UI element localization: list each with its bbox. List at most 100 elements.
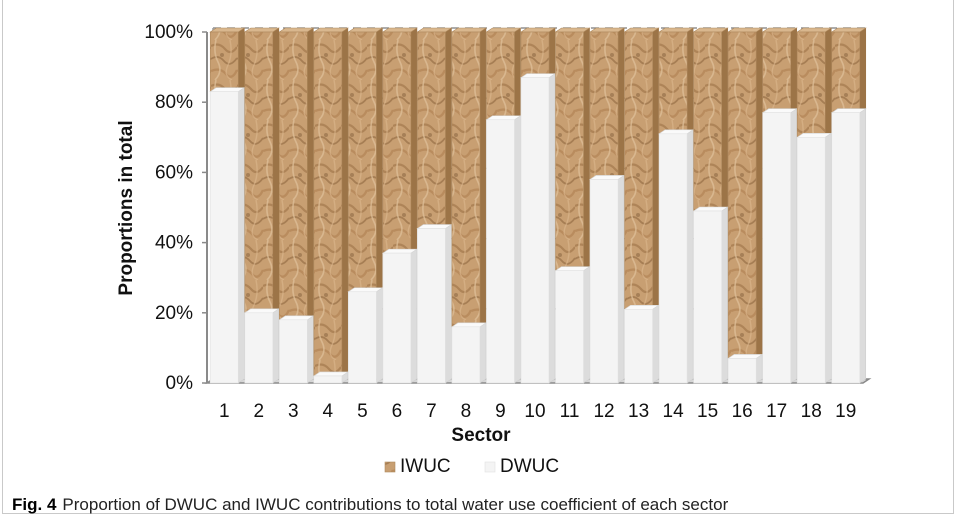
bar-dwuc	[486, 119, 515, 384]
bar-group-sector-16	[727, 27, 764, 384]
bar-iwuc-side	[514, 27, 521, 121]
bar-group-sector-3	[278, 27, 315, 384]
bar-group-sector-7	[416, 27, 453, 384]
x-axis-label: Sector	[451, 425, 511, 446]
figure-caption: Fig. 4 Proportion of DWUC and IWUC contri…	[12, 495, 728, 515]
bar-dwuc	[624, 308, 653, 384]
bar-iwuc	[555, 31, 584, 271]
bar-iwuc-top	[830, 27, 867, 33]
bar-dwuc-side	[721, 206, 728, 384]
bar-iwuc	[279, 31, 308, 321]
bar-iwuc-side	[307, 27, 314, 321]
y-tick-label: 80%	[155, 92, 193, 113]
bar-dwuc-side	[514, 115, 521, 384]
x-tick-label: 10	[524, 401, 545, 422]
bar-dwuc-side	[824, 132, 832, 384]
y-tick-label: 20%	[155, 303, 193, 324]
bar-iwuc-top	[520, 27, 556, 33]
bar-iwuc-side	[410, 27, 418, 254]
bar-group-sector-6	[381, 27, 418, 384]
caption-figure-label: Fig. 4	[12, 495, 57, 514]
bar-group-sector-5	[347, 27, 384, 384]
bar-dwuc-top	[658, 129, 695, 135]
bar-dwuc-side	[445, 223, 452, 384]
bar-dwuc	[348, 291, 377, 384]
bar-iwuc	[313, 31, 343, 377]
bar-iwuc	[727, 31, 757, 359]
bar-dwuc-top	[796, 133, 833, 138]
bar-dwuc-side	[755, 353, 763, 384]
bar-iwuc-top	[312, 27, 349, 33]
legend-swatch-dwuc	[484, 461, 496, 473]
bar-iwuc	[486, 31, 515, 121]
bar-iwuc-side	[721, 27, 728, 212]
bar-dwuc-top	[278, 315, 315, 321]
bar-dwuc	[520, 77, 550, 384]
bar-group-sector-8	[450, 27, 487, 384]
bar-iwuc	[762, 31, 791, 114]
figure-frame: 0% 20% 40% 60% 80% 100% 1 2 3 4 5 6 7 8 9 10 11 12 13 14 15…	[2, 0, 954, 514]
x-tick-label: 2	[254, 401, 265, 422]
bar-iwuc-side	[790, 27, 797, 114]
bar-iwuc-side	[341, 27, 349, 377]
bar-iwuc-side	[237, 27, 245, 93]
x-tick-label: 19	[835, 401, 856, 422]
bar-dwuc-top	[761, 108, 798, 114]
y-tick-label: 60%	[155, 162, 193, 183]
bar-dwuc	[382, 252, 412, 384]
bar-dwuc-side	[272, 308, 280, 384]
bar-group-sector-15	[692, 27, 729, 384]
x-tick-label: 15	[697, 401, 718, 422]
bar-iwuc	[658, 31, 688, 135]
bar-iwuc-side	[824, 27, 832, 138]
caption-text: Proportion of DWUC and IWUC contribution…	[62, 495, 729, 514]
x-tick-label: 3	[288, 401, 299, 422]
bars	[209, 27, 867, 384]
bar-iwuc-top	[278, 27, 315, 33]
bar-iwuc-top	[416, 27, 453, 33]
bar-iwuc	[589, 31, 619, 180]
bar-dwuc-side	[410, 248, 418, 384]
bar-iwuc-top	[381, 27, 418, 33]
bar-dwuc-side	[617, 174, 625, 384]
bar-iwuc	[417, 31, 446, 229]
bar-dwuc-top	[485, 115, 522, 121]
bar-dwuc-side	[307, 315, 314, 384]
bar-dwuc-side	[652, 304, 659, 384]
bar-dwuc-top	[312, 371, 349, 377]
bar-group-sector-17	[761, 27, 798, 384]
x-tick-labels: 1 2 3 4 5 6 7 8 9 10 11 12 13 14 15 16 17 18 19	[219, 401, 856, 422]
bar-iwuc-top	[485, 27, 522, 33]
bar-dwuc	[831, 112, 861, 384]
bar-dwuc	[796, 137, 826, 384]
bar-iwuc-side	[376, 27, 383, 293]
bar-group-sector-13	[623, 27, 660, 384]
bar-dwuc	[209, 91, 239, 384]
y-tick-label: 40%	[155, 233, 193, 254]
bar-dwuc-top	[381, 248, 418, 254]
bar-iwuc-side	[617, 27, 625, 180]
bar-dwuc-top	[589, 175, 626, 180]
bar-group-sector-11	[554, 27, 591, 384]
bar-group-sector-18	[796, 27, 833, 384]
bar-iwuc-top	[796, 27, 833, 33]
bar-group-sector-12	[589, 27, 626, 384]
bar-dwuc-top	[243, 308, 280, 314]
y-tick-labels: 0% 20% 40% 60% 80% 100%	[144, 22, 193, 394]
bar-dwuc-top	[830, 108, 867, 114]
bar-group-sector-9	[485, 27, 522, 384]
bar-iwuc-top	[347, 27, 384, 33]
bar-dwuc	[762, 112, 791, 384]
bar-iwuc	[831, 31, 861, 114]
bar-dwuc-side	[790, 108, 797, 384]
bar-dwuc-top	[692, 206, 729, 212]
bar-dwuc	[417, 228, 446, 384]
bar-dwuc	[658, 133, 688, 384]
legend-label-iwuc: IWUC	[400, 456, 451, 477]
bar-group-sector-10	[520, 27, 556, 384]
bar-iwuc-side	[686, 27, 694, 135]
x-tick-label: 5	[357, 401, 368, 422]
bar-dwuc-top	[727, 354, 764, 359]
stacked-bar-chart: 0%20%40%60%80%100% 1 2 3 4 5 6 7 8 9 10 11 12 13 14 15…	[116, 22, 872, 477]
bar-iwuc-top	[554, 27, 591, 33]
